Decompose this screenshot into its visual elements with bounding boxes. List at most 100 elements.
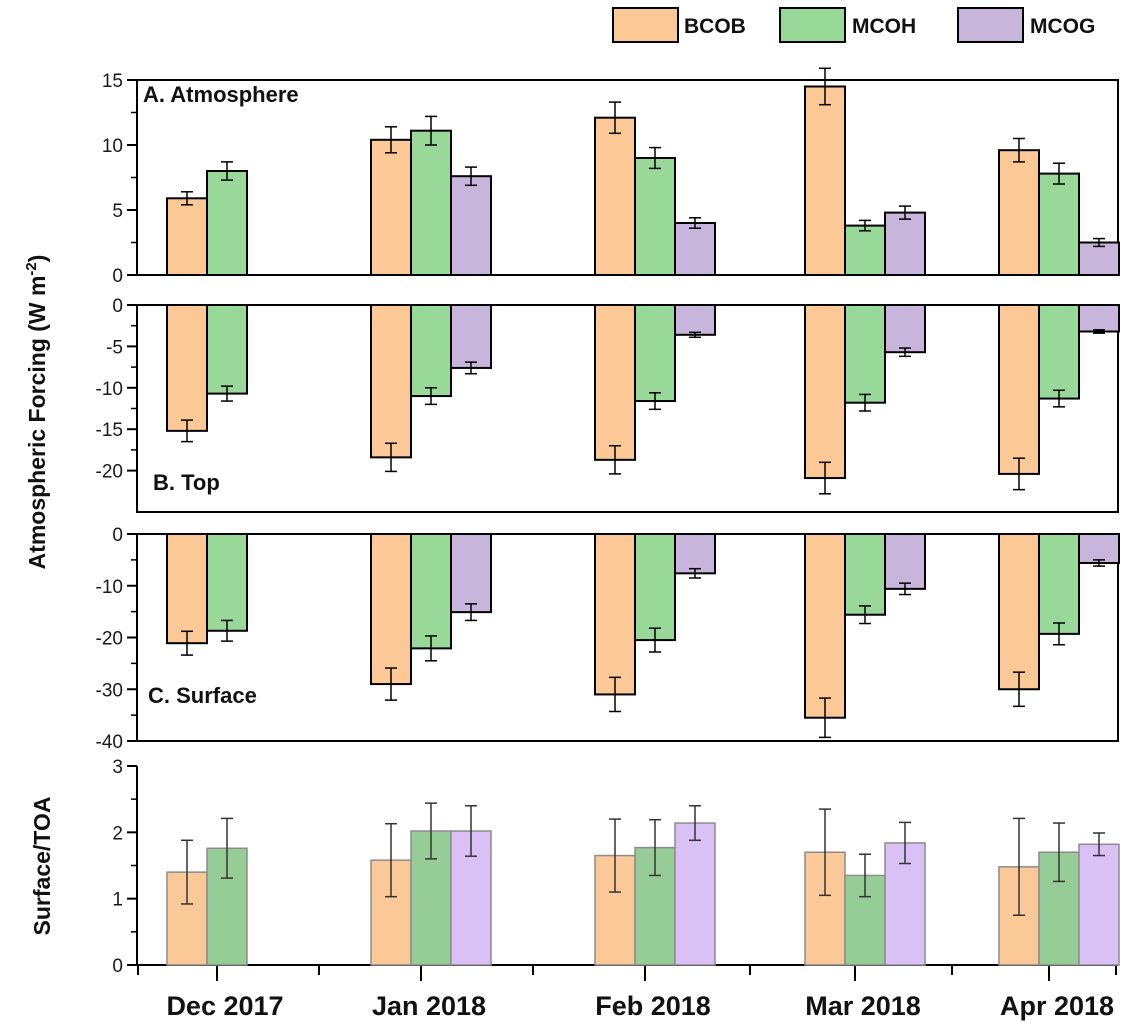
error-bar-mcoh-feb-2018 (649, 818, 661, 877)
y-tick-label: -5 (106, 337, 123, 358)
bar-mcoh-jan-2018 (410, 129, 452, 276)
error-bar-bcob-mar-2018 (819, 67, 831, 106)
error-bar-bcob-apr-2018 (1013, 671, 1025, 708)
error-bar-bcob-apr-2018 (1013, 817, 1025, 916)
error-bar-mcog-feb-2018 (689, 331, 701, 339)
legend-swatch-mcoh (779, 7, 846, 43)
panel-4: 0 1 2 3 (112, 757, 1120, 981)
main-y-axis-title-tail: ) (24, 255, 50, 263)
y-tick-label: 0 (112, 525, 123, 546)
bar-bcob-mar-2018 (804, 304, 846, 480)
x-category-label: Dec 2017 (166, 991, 283, 1021)
bar-bcob-apr-2018 (998, 149, 1040, 276)
error-bar-mcoh-feb-2018 (649, 627, 661, 653)
bar-bcob-dec-2017 (166, 304, 208, 432)
bar-bcob-apr-2018 (998, 304, 1040, 475)
error-bar-mcoh-mar-2018 (859, 393, 871, 412)
y-tick-label: 15 (102, 71, 123, 92)
error-bar-bcob-dec-2017 (181, 630, 193, 656)
error-bar-mcoh-apr-2018 (1053, 162, 1065, 185)
bar-bcob-jan-2018 (370, 304, 412, 459)
bar-mcog-apr-2018 (1078, 241, 1120, 276)
error-bar-mcog-apr-2018 (1093, 832, 1105, 857)
error-bar-bcob-dec-2017 (181, 839, 193, 905)
y-tick-label: -10 (96, 379, 123, 400)
panel-title: A. Atmosphere (143, 82, 299, 107)
bar-mcoh-jan-2018 (410, 533, 452, 650)
error-bar-mcog-jan-2018 (465, 361, 477, 375)
bar-mcog-jan-2018 (450, 304, 492, 369)
bar-mcog-mar-2018 (884, 533, 926, 590)
error-bar-bcob-jan-2018 (385, 126, 397, 154)
error-bar-mcoh-apr-2018 (1053, 622, 1065, 646)
error-bar-bcob-jan-2018 (385, 667, 397, 701)
bar-bcob-dec-2017 (166, 533, 208, 645)
bar-bcob-jan-2018 (370, 138, 412, 276)
bar-mcog-apr-2018 (1078, 533, 1120, 564)
error-bar-bcob-mar-2018 (819, 808, 831, 897)
bar-mcog-mar-2018 (884, 304, 926, 354)
x-category-label: Apr 2018 (1000, 991, 1114, 1021)
bar-bcob-dec-2017 (166, 197, 208, 276)
ratio-y-axis-title: Surface/TOA (29, 797, 55, 936)
y-tick-label: 2 (112, 823, 123, 844)
error-bar-mcog-feb-2018 (689, 217, 701, 229)
legend-label-mcog: MCOG (1030, 15, 1095, 38)
y-tick-label: -20 (96, 462, 123, 483)
y-tick-label: -20 (96, 629, 123, 650)
error-bar-mcog-apr-2018 (1093, 329, 1105, 334)
bar-mcoh-mar-2018 (844, 224, 886, 277)
bar-bcob-jan-2018 (370, 533, 412, 686)
y-tick-label: 3 (112, 757, 123, 778)
main-y-axis-title-text: Atmospheric Forcing (W m (24, 276, 50, 570)
legend: BCOB MCOH MCOG (612, 7, 1095, 43)
bar-mcoh-feb-2018 (634, 304, 676, 403)
bar-mcog-apr-2018 (1078, 304, 1120, 333)
panel-2: -20 -15 -10 -5 0 B. Top (96, 296, 1120, 513)
legend-label-mcoh: MCOH (852, 15, 916, 38)
x-category-label: Feb 2018 (595, 991, 711, 1021)
bar-mcog-feb-2018 (674, 304, 716, 336)
y-tick-label: 5 (112, 201, 123, 222)
error-bar-mcog-feb-2018 (689, 805, 701, 842)
bar-bcob-apr-2018 (998, 533, 1040, 691)
error-bar-bcob-apr-2018 (1013, 137, 1025, 163)
error-bar-mcoh-apr-2018 (1053, 822, 1065, 883)
bar-mcoh-feb-2018 (634, 533, 676, 642)
y-tick-label: 0 (112, 296, 123, 317)
y-tick-label: -15 (96, 420, 123, 441)
error-bar-mcoh-dec-2017 (221, 161, 233, 181)
error-bar-bcob-apr-2018 (1013, 457, 1025, 491)
error-bar-mcog-jan-2018 (465, 166, 477, 187)
bar-mcoh-feb-2018 (634, 157, 676, 276)
bar-mcoh-apr-2018 (1038, 304, 1080, 400)
error-bar-bcob-jan-2018 (385, 442, 397, 473)
bar-bcob-mar-2018 (804, 85, 846, 276)
panel-title: B. Top (153, 470, 220, 495)
panel-3: -40 -30 -20 -10 0 C. Surface (96, 525, 1120, 753)
y-tick-label: -30 (96, 680, 123, 701)
error-bar-mcog-apr-2018 (1093, 237, 1105, 248)
error-bar-mcog-feb-2018 (689, 567, 701, 579)
bar-mcog-jan-2018 (450, 175, 492, 276)
error-bar-mcoh-mar-2018 (859, 219, 871, 232)
error-bar-mcoh-feb-2018 (649, 392, 661, 411)
error-bar-mcog-apr-2018 (1093, 559, 1105, 567)
error-bar-mcog-mar-2018 (899, 205, 911, 220)
error-bar-mcog-jan-2018 (465, 805, 477, 857)
main-y-axis-title-sup: -2 (23, 262, 40, 275)
x-category-label: Jan 2018 (372, 991, 486, 1021)
y-tick-label: 10 (102, 136, 123, 157)
bar-mcoh-apr-2018 (1038, 172, 1080, 277)
bar-mcoh-dec-2017 (206, 304, 248, 395)
error-bar-mcog-mar-2018 (899, 821, 911, 865)
bar-mcog-jan-2018 (450, 533, 492, 614)
bar-mcog-feb-2018 (674, 533, 716, 575)
y-tick-label: 0 (112, 266, 123, 287)
error-bar-mcoh-mar-2018 (859, 605, 871, 625)
error-bar-mcoh-apr-2018 (1053, 389, 1065, 408)
error-bar-mcoh-dec-2017 (221, 385, 233, 402)
legend-swatch-bcob (612, 7, 679, 43)
bar-mcog-mar-2018 (884, 211, 926, 277)
